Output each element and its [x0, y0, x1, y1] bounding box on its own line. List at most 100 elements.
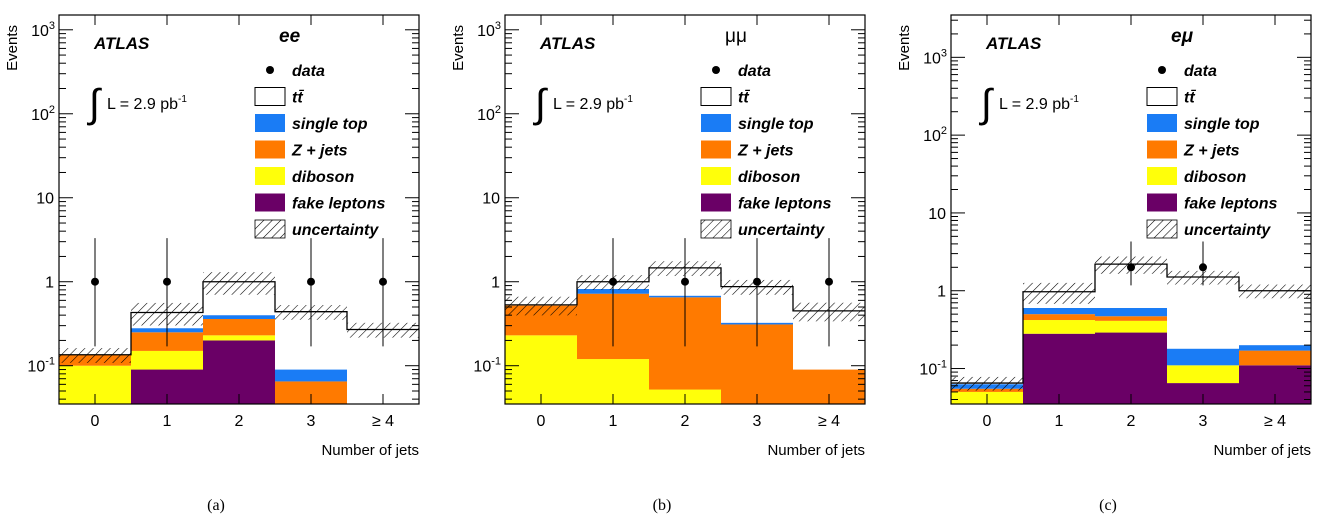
channel-label: ee [279, 26, 301, 47]
legend-swatch [255, 114, 285, 132]
stack-bar [1239, 350, 1311, 366]
integral-sign: ∫ [533, 82, 549, 126]
data-layer [1127, 241, 1207, 286]
uncertainty-band [1023, 282, 1095, 304]
channel-label: eμ [1171, 26, 1194, 47]
data-point [753, 277, 761, 286]
uncertainty-band [59, 348, 131, 363]
legend-swatch [1147, 140, 1177, 159]
x-tick-label: 0 [537, 413, 546, 430]
x-tick-label: 3 [307, 413, 316, 430]
ttbar-bar [1167, 277, 1239, 349]
panel-ee: 10-1 1 10 102 103 0 1 2 3 ≥ 4 data tt̄ single top Z … [4, 14, 420, 514]
legend-data-marker [1158, 66, 1166, 74]
legend: data tt̄ single top Z + jets diboson fake lep… [1146, 63, 1277, 239]
axes-frame: 10-1 1 10 102 103 0 1 2 3 ≥ 4 [919, 14, 1312, 430]
uncertainty-band [505, 296, 577, 316]
y-axis-title: Events [4, 25, 21, 71]
data-point [1127, 263, 1135, 272]
legend-label: tt̄ [1184, 88, 1196, 106]
legend-swatch [255, 140, 285, 159]
panel-caption: (a) [207, 497, 225, 514]
x-tick-label: 3 [753, 413, 762, 430]
legend-swatch [701, 140, 731, 159]
lumi-text: L = 2.9 pb-1 [999, 94, 1079, 113]
integral-sign: ∫ [979, 82, 995, 126]
x-tick-label: 3 [1199, 413, 1208, 430]
legend-label: fake leptons [738, 196, 831, 213]
uncertainty-band [951, 376, 1023, 391]
x-tick-label: 0 [983, 413, 992, 430]
x-tick-label: 1 [163, 413, 172, 430]
x-axis-title: Number of jets [321, 442, 419, 459]
stack-bar [275, 369, 347, 382]
y-tick-label: 10 [928, 206, 946, 223]
legend-swatch [1147, 193, 1177, 212]
y-tick-label: 102 [923, 125, 947, 145]
legend-swatch [701, 114, 731, 132]
y-tick-label: 1 [937, 284, 946, 301]
data-point [1199, 263, 1207, 272]
legend-label: data [738, 63, 771, 80]
y-tick-label: 10-1 [473, 356, 501, 376]
x-tick-label: 1 [609, 413, 618, 430]
data-point [307, 277, 315, 286]
legend-label: fake leptons [292, 196, 385, 213]
stack-bar [203, 315, 275, 319]
data-layer [91, 238, 387, 347]
legend-label: Z + jets [737, 143, 794, 160]
data-point [91, 277, 99, 286]
atlas-label: ATLAS [985, 34, 1042, 53]
x-tick-label: ≥ 4 [1264, 413, 1286, 430]
y-tick-label: 103 [31, 20, 55, 40]
total-prediction-line [59, 281, 419, 356]
atlas-label: ATLAS [539, 34, 596, 53]
lumi-text: L = 2.9 pb-1 [553, 94, 633, 113]
data-point [681, 277, 689, 286]
y-tick-label: 1 [45, 275, 54, 292]
legend-label: single top [738, 116, 814, 133]
legend-label: Z + jets [291, 143, 348, 160]
stack-bar [131, 350, 203, 370]
panel-caption: (b) [653, 497, 672, 514]
uncertainty-band [1239, 284, 1311, 299]
legend-label: uncertainty [738, 222, 825, 239]
stack-bar [1095, 332, 1167, 404]
lumi-label: ∫ L = 2.9 pb-1 [87, 82, 187, 126]
legend-label: single top [1184, 116, 1260, 133]
legend-swatch [1147, 167, 1177, 185]
lumi-text: L = 2.9 pb-1 [107, 94, 187, 113]
data-point [609, 277, 617, 286]
legend-label: data [1184, 63, 1217, 80]
x-tick-label: 2 [1127, 413, 1136, 430]
y-tick-label: 102 [477, 104, 501, 124]
x-tick-label: ≥ 4 [372, 413, 394, 430]
stack-bar [275, 381, 347, 404]
data-point [163, 277, 171, 286]
legend: data tt̄ single top Z + jets diboson fake lep… [700, 63, 831, 239]
legend-swatch [1147, 114, 1177, 132]
legend-label: data [292, 63, 325, 80]
stack-bar [203, 335, 275, 341]
lumi-label: ∫ L = 2.9 pb-1 [979, 82, 1079, 126]
panel-caption: (c) [1099, 497, 1117, 514]
stack-bar [505, 335, 577, 404]
legend-ttbar-swatch [1146, 87, 1178, 106]
stack-bar [1023, 320, 1095, 334]
stack-bar [1023, 333, 1095, 404]
stack-bar [1167, 383, 1239, 404]
data-point [379, 277, 387, 286]
stack-bar [1095, 316, 1167, 321]
legend-uncertainty-swatch [700, 219, 732, 239]
legend-swatch [701, 193, 731, 212]
legend-label: diboson [1184, 169, 1246, 186]
stack-bar [1167, 365, 1239, 384]
y-tick-label: 10 [36, 191, 54, 208]
axes-frame: 10-1 1 10 102 103 0 1 2 3 ≥ 4 [27, 14, 420, 430]
x-tick-label: 2 [235, 413, 244, 430]
legend-data-marker [712, 66, 720, 74]
legend-uncertainty-swatch [254, 219, 286, 239]
bars-layer [59, 272, 419, 404]
stack-bar [203, 340, 275, 404]
